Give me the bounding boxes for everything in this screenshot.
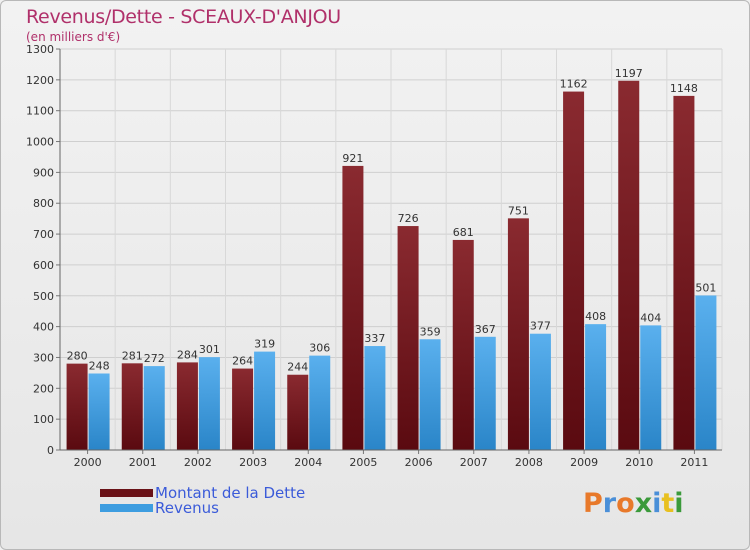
y-tick-label: 100 (33, 413, 54, 426)
data-label-debt: 726 (398, 212, 419, 225)
legend-swatch-revenus (100, 504, 153, 512)
x-tick-label: 2006 (405, 456, 433, 469)
y-tick-label: 1200 (26, 74, 54, 87)
bar-debt (342, 165, 364, 450)
y-tick-label: 300 (33, 351, 54, 364)
y-tick-label: 400 (33, 321, 54, 334)
legend-swatch-debt (100, 489, 153, 497)
bar-revenus (88, 373, 110, 450)
data-label-revenus: 501 (695, 281, 716, 294)
logo-letter: P (583, 488, 603, 519)
y-tick-label: 600 (33, 259, 54, 272)
data-label-revenus: 306 (309, 342, 330, 355)
x-tick-label: 2003 (239, 456, 267, 469)
proxiti-logo: Proxiti (583, 488, 684, 519)
x-tick-label: 2011 (680, 456, 708, 469)
data-label-revenus: 272 (144, 352, 165, 365)
bar-debt (66, 363, 88, 450)
logo-letter: x (634, 488, 653, 519)
data-label-debt: 681 (453, 226, 474, 239)
x-tick-label: 2005 (349, 456, 377, 469)
logo-letter: r (602, 488, 617, 519)
bar-debt (121, 363, 143, 450)
y-tick-label: 1100 (26, 105, 54, 118)
bar-debt (563, 91, 585, 451)
bar-revenus (585, 324, 607, 450)
bar-debt (232, 368, 254, 450)
x-tick-label: 2000 (74, 456, 102, 469)
bar-revenus (419, 339, 441, 450)
data-label-debt: 264 (232, 355, 253, 368)
data-label-revenus: 404 (640, 311, 661, 324)
data-label-debt: 1162 (560, 78, 588, 91)
legend-label-revenus: Revenus (155, 499, 219, 517)
y-tick-label: 500 (33, 290, 54, 303)
bar-revenus (695, 295, 717, 450)
y-tick-label: 200 (33, 382, 54, 395)
chart-subtitle: (en milliers d'€) (26, 30, 121, 44)
data-label-debt: 281 (122, 349, 143, 362)
data-label-revenus: 359 (420, 325, 441, 338)
y-tick-label: 900 (33, 166, 54, 179)
bar-revenus (198, 357, 220, 450)
x-tick-label: 2009 (570, 456, 598, 469)
data-label-debt: 1148 (670, 82, 698, 95)
bar-debt (507, 218, 529, 450)
x-tick-label: 2001 (129, 456, 157, 469)
logo-letter: o (616, 488, 635, 519)
x-tick-label: 2002 (184, 456, 212, 469)
data-label-debt: 280 (67, 350, 88, 363)
bar-debt (176, 362, 198, 450)
logo-letter: i (652, 488, 662, 519)
y-tick-label: 0 (47, 444, 54, 457)
data-label-revenus: 377 (530, 320, 551, 333)
x-tick-label: 2008 (515, 456, 543, 469)
bar-revenus (640, 325, 662, 450)
data-label-revenus: 248 (89, 360, 110, 373)
x-tick-label: 2004 (294, 456, 322, 469)
y-tick-label: 1000 (26, 136, 54, 149)
data-label-debt: 1197 (615, 67, 643, 80)
logo-letter: t (661, 488, 675, 519)
x-tick-label: 2010 (625, 456, 653, 469)
data-label-revenus: 367 (475, 323, 496, 336)
data-label-debt: 284 (177, 348, 198, 361)
bar-debt (618, 80, 640, 450)
data-label-revenus: 319 (254, 338, 275, 351)
data-label-revenus: 337 (364, 332, 385, 345)
y-tick-label: 1300 (26, 43, 54, 56)
data-label-revenus: 301 (199, 343, 220, 356)
legend-label-debt: Montant de la Dette (155, 484, 306, 502)
bar-revenus (364, 346, 386, 450)
bar-debt (397, 226, 419, 450)
data-label-revenus: 408 (585, 310, 606, 323)
bar-debt (287, 374, 309, 450)
bar-debt (673, 95, 695, 450)
chart-title: Revenus/Dette - SCEAUX-D'ANJOU (26, 6, 341, 28)
bar-revenus (254, 351, 276, 450)
bar-revenus (309, 355, 331, 450)
data-label-debt: 751 (508, 204, 529, 217)
logo-letter: i (674, 488, 684, 519)
data-label-debt: 921 (342, 152, 363, 165)
bar-revenus (143, 366, 165, 450)
bar-revenus (474, 336, 496, 450)
y-tick-label: 700 (33, 228, 54, 241)
data-label-debt: 244 (287, 361, 308, 374)
x-tick-label: 2007 (460, 456, 488, 469)
y-tick-label: 800 (33, 197, 54, 210)
bar-debt (452, 239, 474, 450)
bar-revenus (529, 333, 551, 450)
